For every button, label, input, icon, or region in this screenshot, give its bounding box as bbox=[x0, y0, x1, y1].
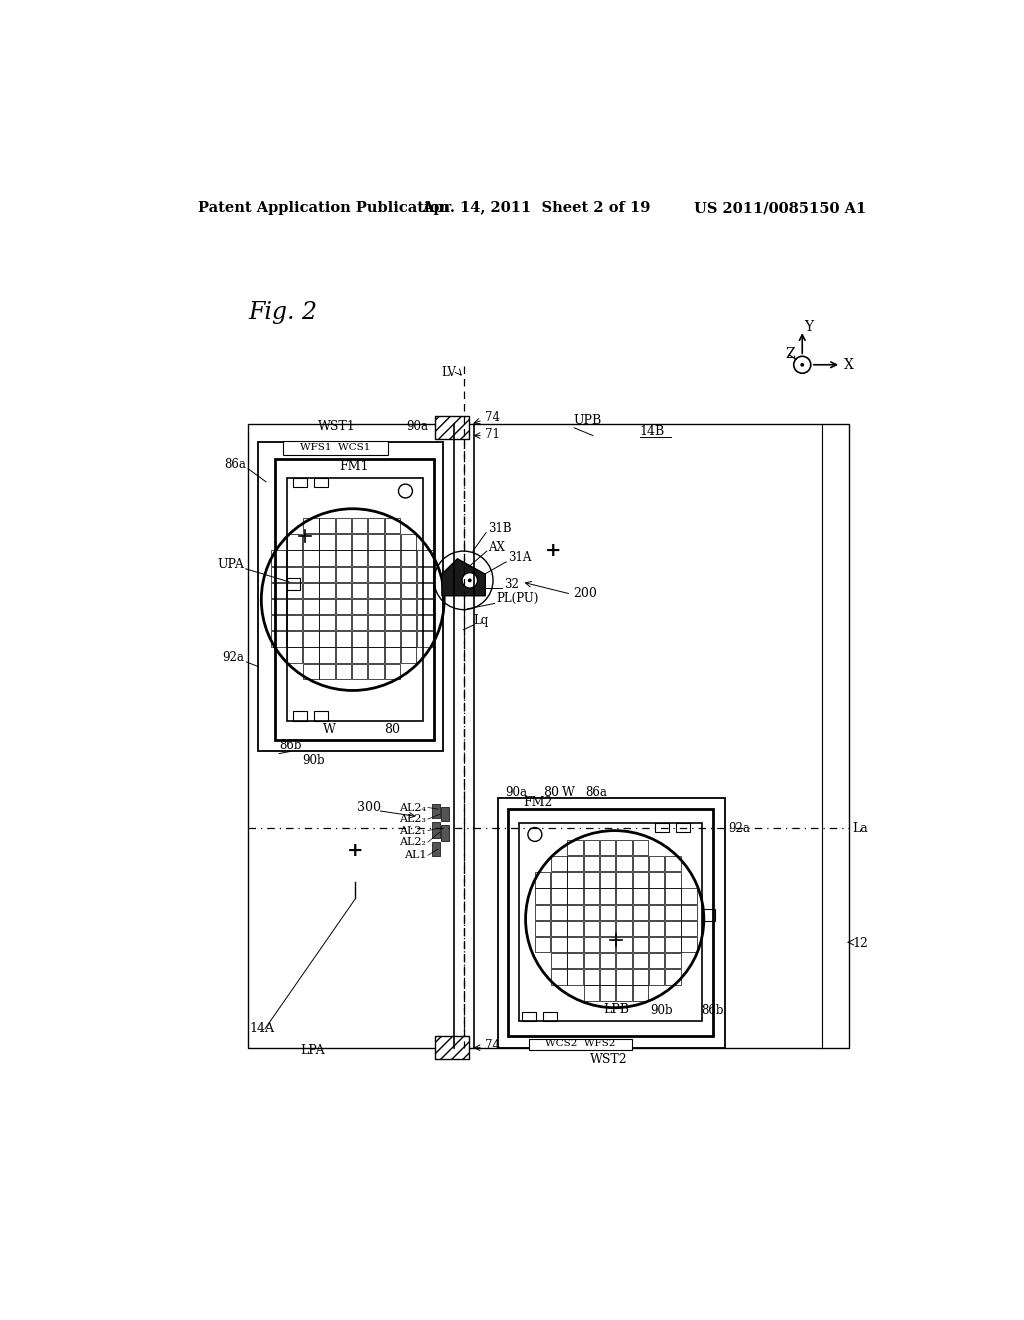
Text: Patent Application Publication: Patent Application Publication bbox=[198, 202, 450, 215]
Text: LPA: LPA bbox=[300, 1044, 325, 1056]
Text: 74: 74 bbox=[484, 412, 500, 425]
Text: +: + bbox=[545, 543, 561, 560]
Text: 90b: 90b bbox=[302, 754, 325, 767]
Text: W: W bbox=[562, 785, 574, 799]
Text: WST1: WST1 bbox=[318, 420, 356, 433]
Text: Z: Z bbox=[785, 347, 795, 360]
Text: FM1: FM1 bbox=[340, 459, 369, 473]
Text: 300: 300 bbox=[356, 801, 381, 814]
Text: 86b: 86b bbox=[701, 1005, 724, 1018]
Text: X: X bbox=[844, 358, 854, 372]
Text: US 2011/0085150 A1: US 2011/0085150 A1 bbox=[693, 202, 866, 215]
Polygon shape bbox=[529, 1039, 632, 1051]
Text: 71: 71 bbox=[484, 428, 500, 441]
Text: LV: LV bbox=[441, 366, 456, 379]
Polygon shape bbox=[432, 842, 439, 857]
Circle shape bbox=[468, 578, 472, 582]
Text: 90a: 90a bbox=[506, 785, 527, 799]
Text: 80: 80 bbox=[543, 785, 559, 799]
Text: 90a: 90a bbox=[407, 420, 429, 433]
Text: AL2₁: AL2₁ bbox=[399, 825, 426, 836]
Text: La: La bbox=[852, 822, 867, 834]
Text: 92a: 92a bbox=[222, 651, 245, 664]
Polygon shape bbox=[283, 441, 388, 455]
Text: 86a: 86a bbox=[586, 785, 607, 799]
Polygon shape bbox=[432, 804, 439, 817]
Text: Fig. 2: Fig. 2 bbox=[248, 301, 317, 323]
Text: 14B: 14B bbox=[640, 425, 665, 438]
Text: WST2: WST2 bbox=[590, 1053, 628, 1065]
Text: 14A: 14A bbox=[250, 1022, 274, 1035]
Text: PL(PU): PL(PU) bbox=[496, 593, 539, 606]
Text: 200: 200 bbox=[573, 587, 597, 601]
Text: LPB: LPB bbox=[603, 1003, 629, 1016]
Text: 86b: 86b bbox=[280, 739, 302, 751]
Text: Lq: Lq bbox=[473, 614, 488, 627]
Text: AL2₄: AL2₄ bbox=[399, 803, 426, 813]
Text: 31B: 31B bbox=[488, 521, 512, 535]
Polygon shape bbox=[441, 807, 449, 821]
Circle shape bbox=[462, 573, 477, 589]
Text: 74: 74 bbox=[484, 1039, 500, 1052]
Text: 90b: 90b bbox=[650, 1005, 673, 1018]
Text: +: + bbox=[347, 842, 364, 861]
Text: Apr. 14, 2011  Sheet 2 of 19: Apr. 14, 2011 Sheet 2 of 19 bbox=[423, 202, 651, 215]
Circle shape bbox=[801, 363, 804, 367]
Text: AL2₂: AL2₂ bbox=[399, 837, 426, 847]
Text: 92a: 92a bbox=[729, 822, 751, 834]
Polygon shape bbox=[432, 822, 439, 838]
Text: AX: AX bbox=[488, 541, 505, 554]
Text: 31A: 31A bbox=[508, 550, 531, 564]
Text: UPB: UPB bbox=[573, 413, 602, 426]
Polygon shape bbox=[435, 1036, 469, 1059]
Polygon shape bbox=[441, 825, 449, 841]
Text: WCS2  WFS2: WCS2 WFS2 bbox=[546, 1039, 615, 1048]
Text: WFS1  WCS1: WFS1 WCS1 bbox=[300, 444, 370, 453]
Text: AL2₃: AL2₃ bbox=[399, 814, 426, 824]
Text: 12: 12 bbox=[853, 937, 868, 950]
Text: 86a: 86a bbox=[224, 458, 246, 471]
Polygon shape bbox=[442, 558, 485, 595]
Text: FM2: FM2 bbox=[523, 796, 553, 809]
Polygon shape bbox=[435, 416, 469, 440]
Text: W: W bbox=[324, 723, 336, 737]
Text: UPA: UPA bbox=[217, 558, 245, 572]
Text: Y: Y bbox=[805, 319, 814, 334]
Text: AL1: AL1 bbox=[403, 850, 426, 861]
Text: 32: 32 bbox=[504, 578, 519, 591]
Text: 80: 80 bbox=[384, 723, 399, 737]
